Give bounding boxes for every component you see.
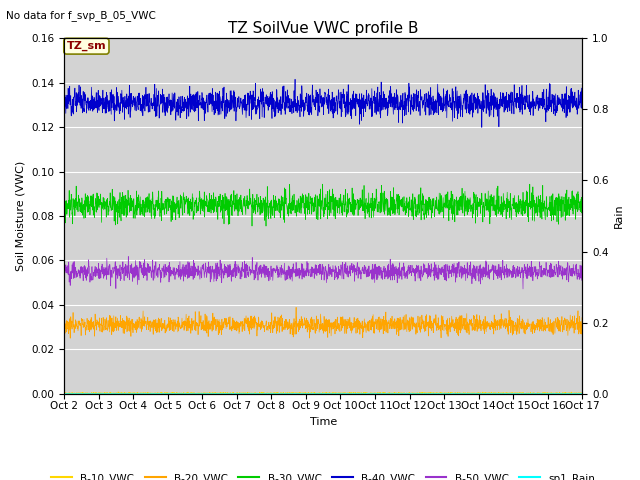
Y-axis label: Rain: Rain	[614, 204, 624, 228]
Y-axis label: Soil Moisture (VWC): Soil Moisture (VWC)	[15, 161, 26, 271]
Legend: B-10_VWC, B-20_VWC, B-30_VWC, B-40_VWC, B-50_VWC, sp1_Rain: B-10_VWC, B-20_VWC, B-30_VWC, B-40_VWC, …	[47, 468, 599, 480]
Text: TZ_sm: TZ_sm	[67, 41, 106, 51]
X-axis label: Time: Time	[310, 417, 337, 427]
Title: TZ SoilVue VWC profile B: TZ SoilVue VWC profile B	[228, 21, 419, 36]
Text: No data for f_svp_B_05_VWC: No data for f_svp_B_05_VWC	[6, 10, 156, 21]
